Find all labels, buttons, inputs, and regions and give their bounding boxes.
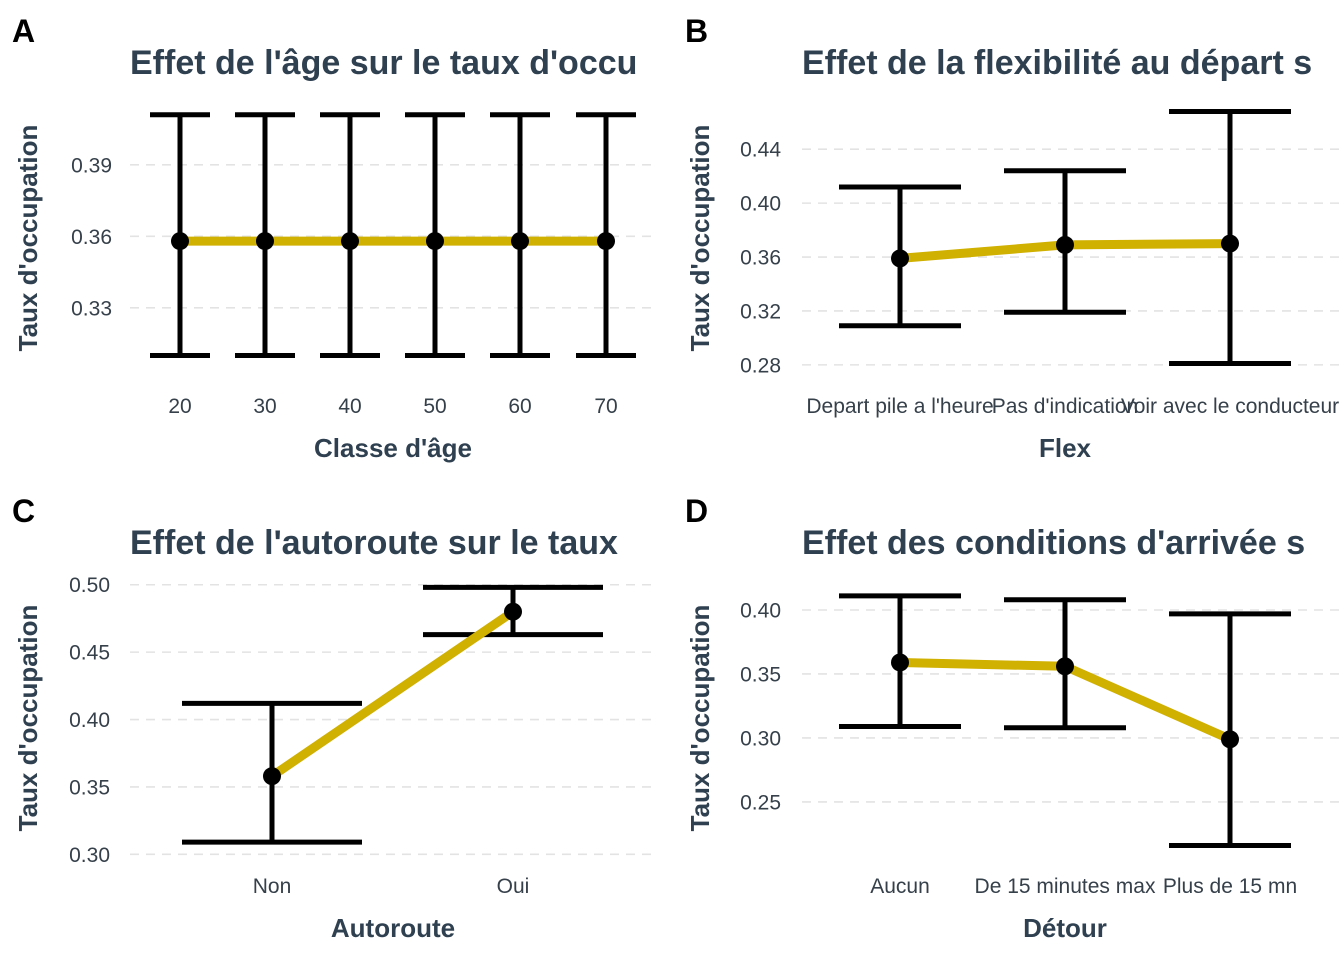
x-tick-label: Plus de 15 mn xyxy=(1163,875,1297,898)
x-tick-label: 70 xyxy=(594,395,617,418)
x-tick-label: Depart pile a l'heure xyxy=(806,395,993,418)
y-ticks: 0.25 0.30 0.35 0.40 xyxy=(740,599,781,814)
y-tick-label: 0.35 xyxy=(740,663,781,686)
fit-line-group xyxy=(267,607,518,781)
data-point xyxy=(597,232,615,251)
x-tick-label: Aucun xyxy=(870,875,930,898)
panel-title: Effet de l'âge sur le taux d'occu xyxy=(130,44,637,82)
y-axis-title: Taux d'occupation xyxy=(685,605,715,832)
x-tick-label: 40 xyxy=(338,395,361,418)
grid xyxy=(130,163,657,309)
error-bars xyxy=(839,593,1291,848)
y-tick-label: 0.40 xyxy=(740,599,781,622)
data-point xyxy=(891,249,909,268)
x-tick-label: 30 xyxy=(253,395,276,418)
points xyxy=(171,232,615,251)
y-tick-label: 0.39 xyxy=(71,154,112,177)
y-tick-label: 0.50 xyxy=(69,574,110,597)
data-point xyxy=(1221,730,1239,749)
panel-c: C Effet de l'autoroute sur le taux 0.300… xyxy=(12,493,657,943)
points xyxy=(891,234,1239,268)
panel-title: Effet des conditions d'arrivée s xyxy=(802,524,1305,562)
x-tick-label: 60 xyxy=(508,395,531,418)
x-ticks: 20 30 40 50 60 70 xyxy=(168,395,617,418)
panel-a: A Effet de l'âge sur le taux d'occu 0.33… xyxy=(12,13,657,463)
x-axis-title: Flex xyxy=(1039,433,1092,463)
data-point xyxy=(171,232,189,251)
points xyxy=(263,602,522,786)
y-axis-title: Taux d'occupation xyxy=(13,605,43,832)
points xyxy=(891,653,1239,749)
x-axis-title: Autoroute xyxy=(331,913,455,943)
y-tick-label: 0.30 xyxy=(69,844,110,867)
x-tick-label: Pas d'indication xyxy=(992,395,1138,418)
x-ticks: Aucun De 15 minutes max Plus de 15 mn xyxy=(870,875,1297,898)
x-axis-title: Classe d'âge xyxy=(314,433,472,463)
x-tick-label: Oui xyxy=(497,875,530,898)
y-ticks: 0.30 0.35 0.40 0.45 0.50 xyxy=(69,574,110,867)
grid xyxy=(802,148,1344,366)
data-point xyxy=(1221,234,1239,253)
data-point xyxy=(891,653,909,672)
grid xyxy=(130,583,657,856)
y-ticks: 0.33 0.36 0.39 xyxy=(71,154,112,320)
data-point xyxy=(426,232,444,251)
y-ticks: 0.28 0.32 0.36 0.40 0.44 xyxy=(740,139,781,378)
y-axis-title: Taux d'occupation xyxy=(685,125,715,352)
y-tick-label: 0.44 xyxy=(740,139,781,162)
x-axis-title: Détour xyxy=(1023,913,1107,943)
y-tick-label: 0.28 xyxy=(740,354,781,377)
panel-d: D Effet des conditions d'arrivée s 0.250… xyxy=(685,493,1344,943)
y-tick-label: 0.32 xyxy=(740,300,781,323)
data-point xyxy=(504,602,522,621)
x-tick-label: Non xyxy=(253,875,292,898)
panel-b: B Effet de la flexibilité au départ s 0.… xyxy=(685,13,1344,463)
panel-title: Effet de la flexibilité au départ s xyxy=(802,44,1312,82)
y-tick-label: 0.33 xyxy=(71,297,112,320)
grid xyxy=(802,609,1344,803)
y-tick-label: 0.36 xyxy=(71,226,112,249)
y-axis-title: Taux d'occupation xyxy=(13,125,43,352)
data-point xyxy=(1056,235,1074,254)
panel-letter: A xyxy=(12,13,35,49)
y-tick-label: 0.25 xyxy=(740,791,781,814)
y-tick-label: 0.40 xyxy=(69,709,110,732)
y-tick-label: 0.30 xyxy=(740,727,781,750)
x-tick-label: 20 xyxy=(168,395,191,418)
y-tick-label: 0.40 xyxy=(740,193,781,216)
y-tick-label: 0.35 xyxy=(69,776,110,799)
y-tick-label: 0.45 xyxy=(69,642,110,665)
x-tick-label: De 15 minutes max xyxy=(975,875,1156,898)
data-point xyxy=(263,767,281,786)
error-bars xyxy=(182,584,603,845)
error-bar xyxy=(1169,611,1291,848)
y-tick-label: 0.36 xyxy=(740,247,781,270)
panel-letter: C xyxy=(12,493,35,529)
data-point xyxy=(1056,657,1074,676)
data-point xyxy=(511,232,529,251)
panel-letter: B xyxy=(685,13,708,49)
data-point xyxy=(341,232,359,251)
data-point xyxy=(256,232,274,251)
x-ticks: Non Oui xyxy=(253,875,530,898)
fit-line xyxy=(267,607,518,781)
panel-letter: D xyxy=(685,493,708,529)
error-bars xyxy=(150,112,636,359)
x-tick-label: 50 xyxy=(423,395,446,418)
panel-title: Effet de l'autoroute sur le taux xyxy=(130,524,618,562)
x-tick-label: Voir avec le conducteur xyxy=(1121,395,1339,418)
